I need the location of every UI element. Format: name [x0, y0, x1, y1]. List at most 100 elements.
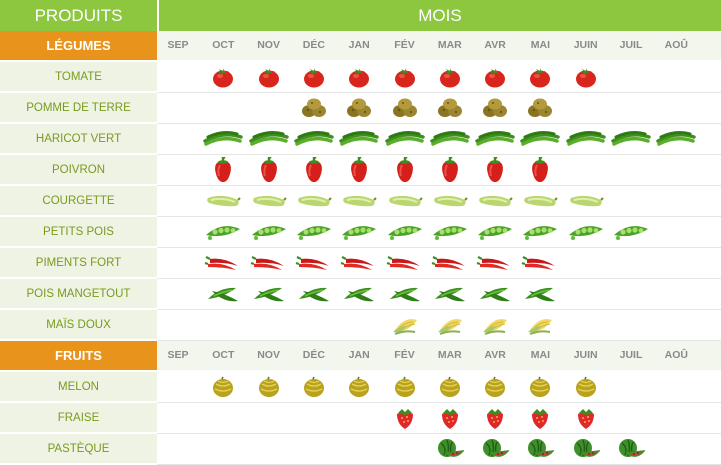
row-divider: [157, 340, 721, 341]
green-bean-icon: [248, 130, 289, 147]
month-label: NOV: [257, 349, 280, 361]
product-label: MAÏS DOUX: [0, 310, 157, 341]
pepper-icon: [348, 156, 370, 183]
tomato-icon: [528, 66, 552, 88]
chili-icon: [340, 254, 378, 272]
potato-icon: [392, 97, 418, 119]
potato-icon: [482, 97, 508, 119]
section-month-band: [157, 341, 721, 370]
zucchini-icon: [251, 192, 287, 210]
month-label: FÉV: [394, 349, 415, 361]
potato-icon: [527, 97, 553, 119]
tomato-icon: [302, 66, 326, 88]
row-divider: [157, 247, 721, 248]
month-label: JUIL: [619, 39, 643, 51]
melon-icon: [574, 376, 598, 398]
green-bean-icon: [520, 130, 561, 147]
potato-icon: [346, 97, 372, 119]
tomato-icon: [438, 66, 462, 88]
tomato-icon: [393, 66, 417, 88]
pea-pod-icon: [295, 223, 333, 241]
product-label: PASTÈQUE: [0, 434, 157, 465]
section-label-vegetables: LÉGUMES: [0, 31, 157, 60]
pepper-icon: [484, 156, 506, 183]
pepper-icon: [212, 156, 234, 183]
month-label: NOV: [257, 39, 280, 51]
green-bean-icon: [656, 130, 697, 147]
melon-icon: [483, 376, 507, 398]
potato-icon: [301, 97, 327, 119]
month-label: MAR: [437, 39, 462, 51]
strawberry-icon: [575, 406, 597, 430]
strawberry-icon: [439, 406, 461, 430]
month-label: JAN: [348, 39, 370, 51]
green-bean-icon: [294, 130, 334, 147]
tomato-icon: [211, 66, 235, 88]
product-label: FRAISE: [0, 403, 157, 434]
corn-icon: [391, 314, 419, 336]
row-divider: [157, 402, 721, 403]
chili-icon: [250, 254, 288, 272]
pepper-icon: [439, 156, 461, 183]
row-divider: [157, 309, 721, 310]
pea-pod-icon: [340, 223, 378, 241]
row-divider: [157, 123, 721, 124]
melon-icon: [302, 376, 326, 398]
month-label: MAI: [530, 349, 551, 361]
month-label: MAI: [530, 39, 551, 51]
pepper-icon: [258, 156, 280, 183]
month-label: OCT: [212, 349, 235, 361]
month-label: OCT: [212, 39, 235, 51]
month-label: JUIN: [573, 349, 598, 361]
zucchini-icon: [568, 192, 604, 210]
zucchini-icon: [296, 192, 332, 210]
melon-icon: [347, 376, 371, 398]
chili-icon: [295, 254, 333, 272]
pea-pod-icon: [250, 223, 288, 241]
tomato-icon: [257, 66, 281, 88]
zucchini-icon: [205, 192, 242, 210]
green-bean-icon: [339, 130, 379, 147]
month-label: MAR: [437, 349, 462, 361]
row-divider: [157, 185, 721, 186]
month-label: SEP: [167, 349, 189, 361]
watermelon-icon: [617, 438, 645, 460]
pepper-icon: [394, 156, 416, 183]
product-label: PIMENTS FORT: [0, 248, 157, 279]
green-bean-icon: [430, 130, 470, 147]
product-label: POMME DE TERRE: [0, 93, 157, 124]
chili-icon: [521, 254, 559, 272]
month-label: JUIL: [619, 349, 643, 361]
product-label: HARICOT VERT: [0, 124, 157, 155]
watermelon-icon: [436, 438, 464, 460]
month-label: AOÛ: [664, 39, 688, 51]
chili-icon: [431, 254, 469, 272]
row-divider: [157, 92, 721, 93]
month-label: JAN: [348, 349, 370, 361]
products-header: PRODUITS: [0, 0, 157, 31]
melon-icon: [211, 376, 235, 398]
green-bean-icon: [611, 130, 651, 147]
strawberry-icon: [529, 406, 551, 430]
month-label: AVR: [484, 39, 506, 51]
snow-pea-icon: [297, 283, 331, 305]
product-label: POIS MANGETOUT: [0, 279, 157, 310]
zucchini-icon: [522, 192, 559, 210]
tomato-icon: [347, 66, 371, 88]
pea-pod-icon: [204, 223, 242, 241]
product-label: POIVRON: [0, 155, 157, 186]
watermelon-icon: [481, 438, 510, 460]
pea-pod-icon: [521, 223, 559, 241]
zucchini-icon: [432, 192, 468, 210]
watermelon-icon: [572, 438, 600, 460]
corn-icon: [526, 314, 554, 336]
row-divider: [157, 154, 721, 155]
snow-pea-icon: [342, 283, 376, 305]
snow-pea-icon: [252, 283, 286, 305]
strawberry-icon: [484, 406, 506, 430]
melon-icon: [393, 376, 417, 398]
corn-icon: [481, 314, 509, 336]
chili-icon: [204, 254, 242, 272]
melon-icon: [528, 376, 552, 398]
